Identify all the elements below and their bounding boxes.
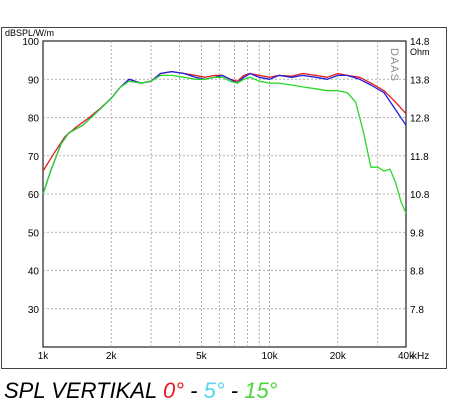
caption-angle-0: 0° [162, 378, 185, 403]
y-tick-label: 60 [28, 190, 40, 201]
y-tick-label: 50 [28, 228, 40, 239]
y2-tick-label: 13.8 [410, 75, 430, 86]
x-tick-label: 2k [106, 351, 118, 362]
x-tick-label: 40k [398, 351, 415, 362]
caption-sep-1: - [184, 378, 204, 403]
y2-tick-label: 14.8 [410, 37, 430, 48]
caption-prefix: SPL VERTIKAL [4, 378, 163, 403]
y-tick-label: 80 [28, 114, 40, 125]
frequency-response-chart: 30 40 50 60 70 80 90 100 7.8 8.8 9.8 10.8 11.8 12.8 13… [1, 27, 447, 369]
series-line-2 [42, 74, 407, 214]
chart-caption: SPL VERTIKAL 0° - 5° - 15° [4, 378, 277, 404]
y2-tick-label: 8.8 [410, 267, 424, 278]
y-tick-label: 30 [28, 305, 40, 316]
x-tick-label: 20k [330, 351, 347, 362]
x-tick-label: 5k [196, 351, 208, 362]
x-axis-unit: kHz [412, 351, 429, 362]
y2-tick-label: 7.8 [410, 305, 424, 316]
y2-axis-label: Ohm [410, 47, 430, 57]
caption-sep-2: - [224, 378, 245, 403]
x-tick-label: 10k [262, 351, 279, 362]
y2-tick-label: 9.8 [410, 228, 424, 239]
y-tick-label: 40 [28, 267, 40, 278]
y-tick-label: 100 [22, 37, 39, 48]
y2-tick-label: 11.8 [410, 152, 429, 163]
x-tick-label: 1k [38, 351, 50, 362]
watermark: DAAS [388, 48, 400, 82]
caption-angle-15: 15° [244, 378, 278, 403]
caption-angle-5: 5° [203, 378, 225, 403]
y-axis-label: dBSPL/W/m [5, 28, 54, 38]
y-tick-label: 70 [28, 152, 40, 163]
y2-tick-label: 12.8 [410, 114, 430, 125]
y-tick-label: 90 [28, 75, 40, 86]
y2-tick-label: 10.8 [410, 190, 430, 201]
